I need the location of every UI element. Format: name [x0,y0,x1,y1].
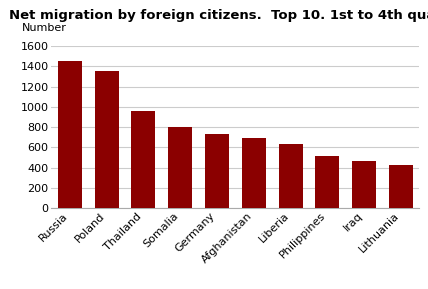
Bar [205,134,229,208]
Bar [131,111,155,208]
Bar [58,61,82,208]
Bar [389,164,413,208]
Bar [95,71,119,208]
Bar [279,144,303,208]
Text: Number: Number [22,23,67,33]
Bar [168,127,192,208]
Bar [315,157,339,208]
Bar [352,161,376,208]
Bar [242,138,266,208]
Text: Net migration by foreign citizens.  Top 10. 1st to 4th quarter 2004: Net migration by foreign citizens. Top 1… [9,9,428,22]
